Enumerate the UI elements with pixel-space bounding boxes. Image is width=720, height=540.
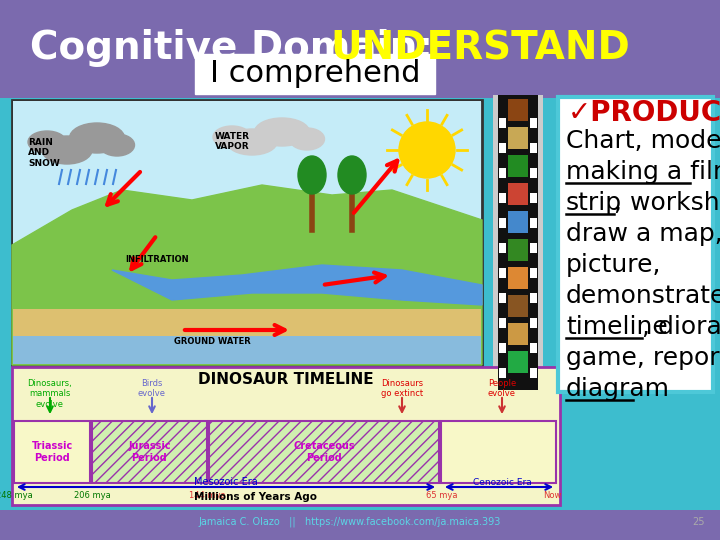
Text: Cretaceous
Period: Cretaceous Period xyxy=(293,441,355,463)
Bar xyxy=(499,118,506,128)
Bar xyxy=(508,155,528,177)
Bar xyxy=(499,218,506,228)
Text: game, report,: game, report, xyxy=(566,346,720,370)
Bar xyxy=(508,183,528,205)
Text: Now: Now xyxy=(543,490,561,500)
Bar xyxy=(508,295,528,317)
Bar xyxy=(499,368,506,378)
Bar xyxy=(493,95,543,390)
Bar xyxy=(530,343,537,353)
Text: diagram: diagram xyxy=(566,377,670,401)
Text: Jamaica C. Olazo   ||   https://www.facebook.com/ja.maica.393: Jamaica C. Olazo || https://www.facebook… xyxy=(199,517,501,527)
Bar xyxy=(530,168,537,178)
Text: Mesozoic Era: Mesozoic Era xyxy=(194,477,258,487)
Bar xyxy=(0,98,720,510)
Bar xyxy=(499,143,506,153)
Bar xyxy=(499,193,506,203)
Bar xyxy=(508,127,528,149)
Text: 144 mya: 144 mya xyxy=(189,490,225,500)
Text: ✓PRODUCTS: ✓PRODUCTS xyxy=(568,99,720,127)
Bar xyxy=(508,351,528,373)
Text: Birds
evolve: Birds evolve xyxy=(138,379,166,399)
Text: demonstrate,: demonstrate, xyxy=(566,284,720,308)
Text: WATER
VAPOR: WATER VAPOR xyxy=(215,132,250,151)
Bar xyxy=(508,211,528,233)
Bar xyxy=(530,293,537,303)
Text: I comprehend: I comprehend xyxy=(210,59,420,89)
Bar xyxy=(92,421,207,483)
Text: strip: strip xyxy=(566,191,622,215)
Ellipse shape xyxy=(213,126,251,148)
Bar xyxy=(499,318,506,328)
Text: Jurassic
Period: Jurassic Period xyxy=(128,441,171,463)
Bar xyxy=(0,0,720,100)
Polygon shape xyxy=(112,265,482,305)
Bar xyxy=(530,268,537,278)
Bar xyxy=(12,100,482,365)
Text: Millions of Years Ago: Millions of Years Ago xyxy=(194,492,318,502)
Bar xyxy=(13,101,481,364)
Text: timeline: timeline xyxy=(566,315,667,339)
Text: picture,: picture, xyxy=(566,253,662,277)
Ellipse shape xyxy=(289,128,325,150)
Text: , diorama,: , diorama, xyxy=(642,315,720,339)
Bar xyxy=(441,421,556,483)
Text: , worksheet,: , worksheet, xyxy=(613,191,720,215)
Bar xyxy=(499,268,506,278)
Text: 25: 25 xyxy=(693,517,705,527)
Bar xyxy=(530,143,537,153)
Ellipse shape xyxy=(298,156,326,194)
Ellipse shape xyxy=(42,136,92,164)
Text: draw a map,: draw a map, xyxy=(566,222,720,246)
Ellipse shape xyxy=(227,129,277,155)
Bar xyxy=(508,239,528,261)
Bar xyxy=(558,97,713,392)
Ellipse shape xyxy=(338,156,366,194)
Text: RAIN
AND
SNOW: RAIN AND SNOW xyxy=(28,138,60,168)
Bar xyxy=(499,293,506,303)
Ellipse shape xyxy=(70,123,125,153)
Bar xyxy=(530,218,537,228)
Bar xyxy=(209,421,439,483)
Text: Triassic
Period: Triassic Period xyxy=(32,441,73,463)
Ellipse shape xyxy=(99,134,135,156)
Bar xyxy=(195,54,435,94)
Text: Cenozoic Era: Cenozoic Era xyxy=(472,478,531,487)
Bar xyxy=(13,309,481,364)
Bar xyxy=(530,243,537,253)
Bar xyxy=(14,421,90,483)
Text: making a film: making a film xyxy=(566,160,720,184)
Text: Dinosaurs
go extinct: Dinosaurs go extinct xyxy=(381,379,423,399)
Bar xyxy=(13,336,481,364)
Text: Chart, model,: Chart, model, xyxy=(566,129,720,153)
Ellipse shape xyxy=(28,131,66,153)
Text: 206 mya: 206 mya xyxy=(73,490,110,500)
Bar xyxy=(498,95,538,390)
Bar xyxy=(499,243,506,253)
Text: UNDERSTAND: UNDERSTAND xyxy=(330,29,630,67)
Bar xyxy=(499,343,506,353)
Text: INFILTRATION: INFILTRATION xyxy=(125,255,189,265)
Bar xyxy=(530,368,537,378)
Text: People
evolve: People evolve xyxy=(488,379,516,399)
Bar xyxy=(508,323,528,345)
Text: Cognitive Domain:: Cognitive Domain: xyxy=(30,29,446,67)
Bar xyxy=(508,267,528,289)
Text: Dinosaurs,
mammals
evolve: Dinosaurs, mammals evolve xyxy=(27,379,73,409)
Ellipse shape xyxy=(254,118,310,146)
Text: 65 mya: 65 mya xyxy=(426,490,458,500)
Text: DINOSAUR TIMELINE: DINOSAUR TIMELINE xyxy=(198,372,374,387)
Bar xyxy=(12,367,560,505)
Bar xyxy=(530,318,537,328)
Bar xyxy=(530,193,537,203)
Circle shape xyxy=(399,122,455,178)
Bar xyxy=(499,168,506,178)
Polygon shape xyxy=(12,185,482,365)
Bar xyxy=(508,99,528,121)
Bar xyxy=(530,118,537,128)
Text: 248 mya: 248 mya xyxy=(0,490,32,500)
Text: GROUND WATER: GROUND WATER xyxy=(174,336,251,346)
